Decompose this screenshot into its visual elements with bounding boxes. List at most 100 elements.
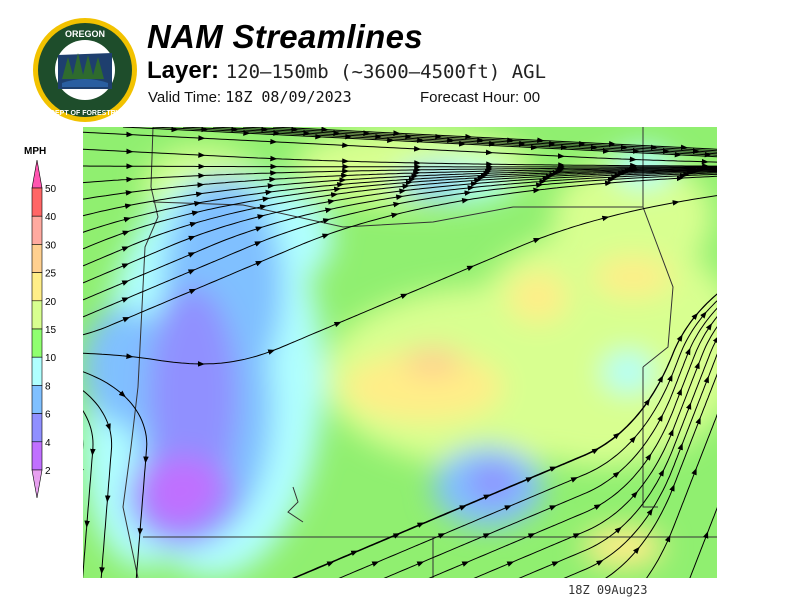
legend-tick: 2 — [45, 466, 51, 477]
streamline-arrow — [676, 334, 683, 342]
streamline-arrow — [121, 263, 130, 269]
streamline-arrow — [667, 374, 673, 382]
streamline-arrow — [691, 467, 697, 476]
forecast-hour: Forecast Hour: 00 — [420, 89, 540, 106]
streamline — [83, 390, 113, 578]
streamline-arrow — [593, 504, 602, 511]
streamline-arrow — [591, 448, 599, 455]
streamline-arrow — [645, 453, 652, 461]
streamline-arrow — [124, 203, 133, 209]
streamline-arrow — [643, 398, 651, 406]
streamline-arrow — [712, 335, 717, 344]
streamline-arrow — [330, 192, 339, 198]
legend-tick: 15 — [45, 325, 57, 336]
legend-arrow-bottom — [31, 469, 43, 499]
streamline-arrow — [267, 349, 276, 355]
legend-tick: 50 — [45, 184, 57, 195]
boundary-line — [287, 486, 304, 523]
streamline-arrow — [322, 218, 331, 224]
streamline — [83, 131, 717, 163]
boundary-line — [642, 367, 658, 508]
streamline-arrow — [694, 361, 700, 370]
streamline — [272, 127, 717, 150]
legend-swatch-10-15 — [31, 328, 43, 358]
streamline — [212, 127, 717, 153]
streamline-arrow — [527, 533, 536, 539]
streamline-arrow — [105, 423, 111, 431]
legend-tick: 10 — [45, 353, 57, 364]
streamline-arrow — [262, 196, 270, 202]
streamline-arrow — [504, 505, 512, 511]
streamline-arrow — [416, 561, 425, 567]
legend-swatch-25-30 — [31, 244, 43, 273]
layer-value: 120–150mb (~3600–4500ft) AGL — [225, 61, 547, 83]
streamline-arrow — [570, 477, 578, 483]
streamline-arrow — [672, 200, 680, 206]
streamline-arrow — [676, 388, 682, 396]
forecast-hour-label: Forecast Hour: — [420, 89, 520, 106]
footer-timestamp: 18Z 09Aug23 — [568, 583, 648, 597]
streamline — [518, 337, 717, 578]
wind-speed-area — [583, 527, 663, 567]
streamline-arrow — [255, 260, 263, 267]
streamline-arrow — [601, 215, 610, 222]
streamline-arrow — [333, 321, 342, 328]
streamline-arrow — [121, 246, 130, 252]
streamline-arrow — [664, 534, 671, 543]
streamline — [122, 127, 717, 158]
streamline-map — [83, 127, 717, 578]
streamline-arrow — [121, 297, 130, 303]
streamline-arrow — [685, 347, 691, 356]
streamline-arrow — [391, 212, 399, 219]
streamline-arrow — [549, 505, 557, 511]
streamline-arrow — [629, 435, 637, 444]
streamline-arrow — [695, 417, 701, 425]
streamline — [83, 371, 148, 578]
streamline-arrow — [669, 484, 675, 492]
forecast-hour-value: 00 — [523, 89, 541, 106]
svg-text:OREGON: OREGON — [65, 29, 105, 39]
streamline-arrow — [255, 226, 263, 232]
streamline-arrow — [467, 185, 475, 191]
streamline-arrow — [122, 230, 130, 236]
streamline-arrow — [187, 269, 196, 275]
streamline-arrow — [395, 194, 404, 200]
legend-arrow-top — [31, 159, 43, 189]
streamline-arrow — [324, 207, 333, 214]
streamline — [83, 167, 717, 184]
streamline-arrow — [437, 533, 446, 539]
streamline-arrow — [705, 323, 713, 331]
page-title: NAM Streamlines — [147, 18, 423, 55]
oregon-department-of-forestry-logo: OREGON DEPT OF FORESTRY — [33, 18, 137, 122]
streamline — [338, 300, 717, 578]
streamline-arrow — [614, 526, 622, 534]
streamline-arrow — [482, 533, 491, 539]
streamline-arrow — [551, 561, 560, 567]
streamline-arrow — [191, 210, 200, 217]
wind-speed-area — [593, 257, 673, 297]
legend-swatch-4-6 — [31, 413, 43, 443]
streamline-arrow — [392, 533, 401, 539]
legend-tick: 4 — [45, 438, 51, 449]
layer-label: Layer: — [147, 57, 220, 84]
wind-speed-area — [148, 487, 208, 527]
streamline-arrow — [459, 505, 467, 511]
streamline-arrow — [506, 561, 515, 567]
streamline-arrow — [188, 235, 196, 242]
legend-swatch-30-40 — [31, 215, 43, 245]
streamline-arrow — [333, 186, 342, 193]
wind-speed-area — [468, 462, 518, 502]
wind-speed-area — [508, 272, 568, 322]
streamline-arrow — [257, 214, 265, 220]
legend-swatch-2-4 — [31, 441, 43, 471]
color-legend: 50 40 30 25 20 15 10 8 6 4 2 — [31, 159, 57, 499]
legend-swatch-8-10 — [31, 356, 43, 386]
streamline-arrow — [658, 469, 665, 477]
boundary-line — [122, 127, 159, 578]
streamline-arrow — [461, 561, 470, 567]
streamline-arrow — [533, 238, 541, 244]
streamline — [646, 413, 717, 578]
streamline-arrow — [125, 190, 133, 196]
legend-tick: 40 — [45, 212, 57, 223]
streamline-arrow — [400, 293, 408, 300]
